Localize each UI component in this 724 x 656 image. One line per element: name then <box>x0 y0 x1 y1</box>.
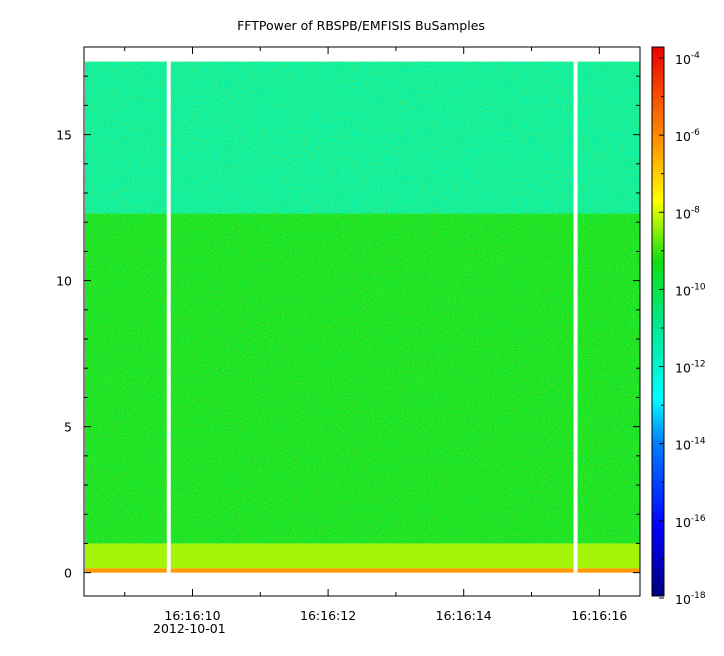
y-tick-label: 5 <box>64 420 72 435</box>
colorbar-tick-label: 10-10 <box>675 282 706 298</box>
plot-frame <box>83 46 641 597</box>
x-tick-label: 16:16:16 <box>571 608 627 623</box>
spectrogram-band-texture-2 <box>85 213 640 544</box>
data-gaps <box>166 61 578 573</box>
spectrogram-band-0 <box>85 568 640 573</box>
chart-title: FFTPower of RBSPB/EMFISIS BuSamples <box>237 18 485 33</box>
colorbar <box>651 46 665 597</box>
colorbar-tick-label: 10-16 <box>675 514 706 530</box>
y-axis: 0 5 10 15 <box>56 46 640 581</box>
y-tick-label: 15 <box>56 128 72 143</box>
spectrogram-bands <box>85 61 640 573</box>
colorbar-tick-exponent: -14 <box>691 437 706 447</box>
colorbar-tick-exponent: -8 <box>691 205 700 215</box>
colorbar-tick-label: 10-12 <box>675 360 706 376</box>
colorbar-tick-label: 10-8 <box>675 205 700 221</box>
y-tick-label: 10 <box>56 274 72 289</box>
colorbar-tick-exponent: -4 <box>691 51 700 61</box>
colorbar-tick-label: 10-14 <box>675 437 706 453</box>
spectrogram-band-texture-3 <box>85 61 640 214</box>
colorbar-ticks: 10-4 10-6 10-8 10-10 10-12 10-14 10-16 10-18 <box>659 51 706 607</box>
data-gap-0 <box>166 61 171 573</box>
x-axis-date-label: 2012-10-01 <box>153 621 226 636</box>
colorbar-tick-label: 10-18 <box>675 591 706 607</box>
spectrogram-band-1 <box>85 543 640 569</box>
colorbar-tick-label: 10-4 <box>675 51 700 67</box>
colorbar-tick-exponent: -18 <box>691 591 706 601</box>
x-tick-label: 16:16:10 <box>164 608 220 623</box>
x-tick-label: 16:16:14 <box>436 608 492 623</box>
colorbar-tick-exponent: -12 <box>691 360 706 370</box>
colorbar-tick-exponent: -6 <box>691 128 700 138</box>
y-tick-label: 0 <box>64 566 72 581</box>
data-gap-1 <box>573 61 578 573</box>
colorbar-tick-exponent: -16 <box>691 514 706 524</box>
x-tick-label: 16:16:12 <box>300 608 356 623</box>
colorbar-tick-exponent: -10 <box>691 282 706 292</box>
x-axis: 16:16:10 16:16:12 16:16:14 16:16:16 <box>124 47 627 623</box>
colorbar-tick-label: 10-6 <box>675 128 700 144</box>
